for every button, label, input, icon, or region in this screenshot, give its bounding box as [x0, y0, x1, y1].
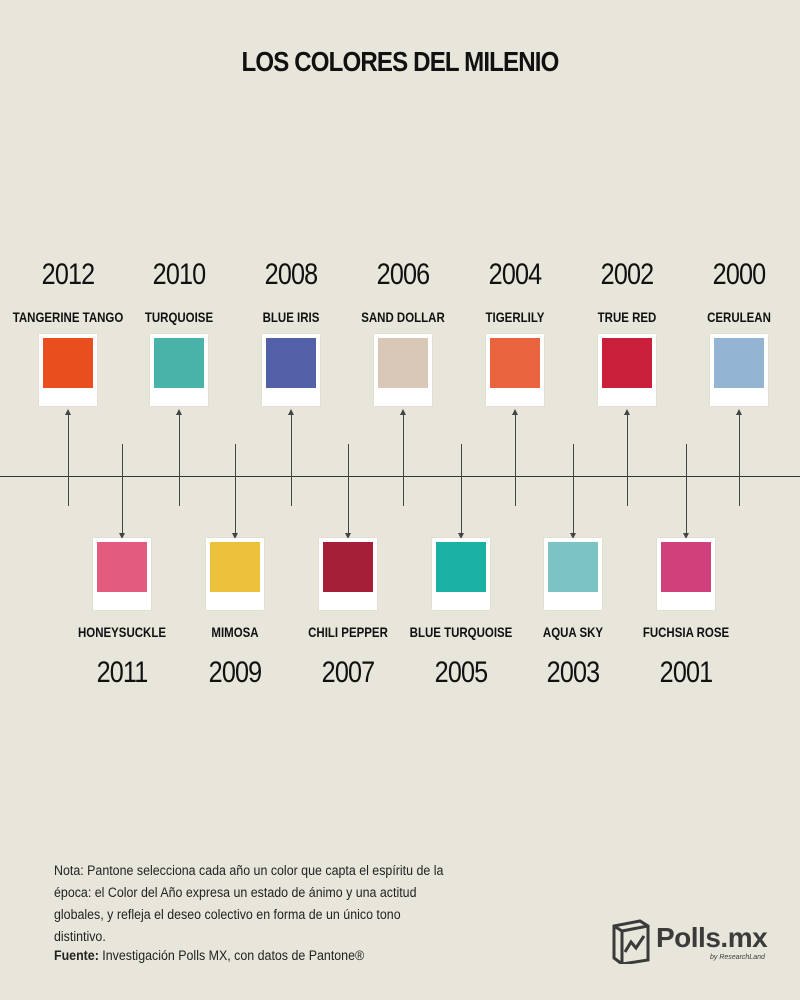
year-label: 2009 — [208, 656, 263, 689]
color-swatch — [548, 542, 598, 592]
year-label: 2008 — [264, 258, 319, 291]
year-label: 2012 — [41, 258, 96, 291]
color-swatch — [323, 542, 373, 592]
color-name: TANGERINE TANGO — [12, 309, 124, 325]
color-swatch — [602, 338, 652, 388]
arrow-up-icon — [176, 409, 182, 415]
chart-box-icon — [612, 919, 650, 964]
color-chip — [598, 334, 656, 406]
logo-subtext: by ResearchLand — [710, 954, 765, 961]
color-chip — [206, 538, 264, 610]
color-swatch — [436, 542, 486, 592]
leader-line — [235, 444, 236, 536]
color-swatch — [97, 542, 147, 592]
color-chip — [432, 538, 490, 610]
page-title: LOS COLORES DEL MILENIO — [241, 46, 560, 77]
source-text: Investigación Polls MX, con datos de Pan… — [98, 948, 365, 963]
arrow-up-icon — [512, 409, 518, 415]
leader-line — [461, 444, 462, 536]
year-label: 2005 — [434, 656, 489, 689]
source-label: Fuente: — [54, 948, 99, 963]
color-chip — [657, 538, 715, 610]
arrow-up-icon — [624, 409, 630, 415]
arrow-down-icon — [683, 533, 689, 539]
year-label: 2000 — [712, 258, 767, 291]
arrow-up-icon — [736, 409, 742, 415]
color-chip — [150, 334, 208, 406]
leader-line — [122, 444, 123, 536]
color-name: AQUA SKY — [542, 624, 604, 640]
color-name: FUCHSIA ROSE — [642, 624, 730, 640]
color-name: HONEYSUCKLE — [77, 624, 167, 640]
color-swatch — [378, 338, 428, 388]
color-chip — [39, 334, 97, 406]
year-label: 2011 — [96, 656, 149, 689]
color-swatch — [43, 338, 93, 388]
arrow-down-icon — [458, 533, 464, 539]
color-name: TURQUOISE — [144, 309, 214, 325]
color-chip — [319, 538, 377, 610]
year-label: 2010 — [152, 258, 207, 291]
color-name: BLUE TURQUOISE — [409, 624, 513, 640]
source-line: Fuente: Investigación Polls MX, con dato… — [54, 948, 364, 963]
color-name: CERULEAN — [707, 309, 771, 325]
year-label: 2007 — [321, 656, 376, 689]
leader-line — [403, 414, 404, 506]
timeline-axis — [0, 476, 800, 477]
arrow-down-icon — [119, 533, 125, 539]
color-name: BLUE IRIS — [262, 309, 320, 325]
polls-mx-logo: Polls.mx by ResearchLand — [610, 918, 770, 968]
leader-line — [739, 414, 740, 506]
leader-line — [573, 444, 574, 536]
color-chip — [374, 334, 432, 406]
leader-line — [515, 414, 516, 506]
leader-line — [68, 414, 69, 506]
arrow-up-icon — [65, 409, 71, 415]
year-label: 2001 — [659, 656, 714, 689]
note-text: Nota: Pantone selecciona cada año un col… — [54, 863, 444, 944]
year-label: 2002 — [600, 258, 655, 291]
color-swatch — [154, 338, 204, 388]
color-swatch — [661, 542, 711, 592]
color-swatch — [266, 338, 316, 388]
leader-line — [291, 414, 292, 506]
color-name: TRUE RED — [597, 309, 657, 325]
color-chip — [544, 538, 602, 610]
leader-line — [627, 414, 628, 506]
logo-text: Polls.mx — [656, 922, 768, 953]
color-swatch — [210, 542, 260, 592]
color-swatch — [490, 338, 540, 388]
color-chip — [93, 538, 151, 610]
year-label: 2003 — [546, 656, 601, 689]
year-label: 2006 — [376, 258, 431, 291]
arrow-down-icon — [232, 533, 238, 539]
leader-line — [348, 444, 349, 536]
color-chip — [486, 334, 544, 406]
color-name: MIMOSA — [211, 624, 259, 640]
arrow-down-icon — [345, 533, 351, 539]
leader-line — [179, 414, 180, 506]
arrow-up-icon — [288, 409, 294, 415]
color-swatch — [714, 338, 764, 388]
arrow-up-icon — [400, 409, 406, 415]
leader-line — [686, 444, 687, 536]
color-name: TIGERLILY — [485, 309, 545, 325]
color-name: SAND DOLLAR — [361, 309, 445, 325]
arrow-down-icon — [570, 533, 576, 539]
color-chip — [710, 334, 768, 406]
color-name: CHILI PEPPER — [308, 624, 388, 640]
color-chip — [262, 334, 320, 406]
year-label: 2004 — [488, 258, 543, 291]
